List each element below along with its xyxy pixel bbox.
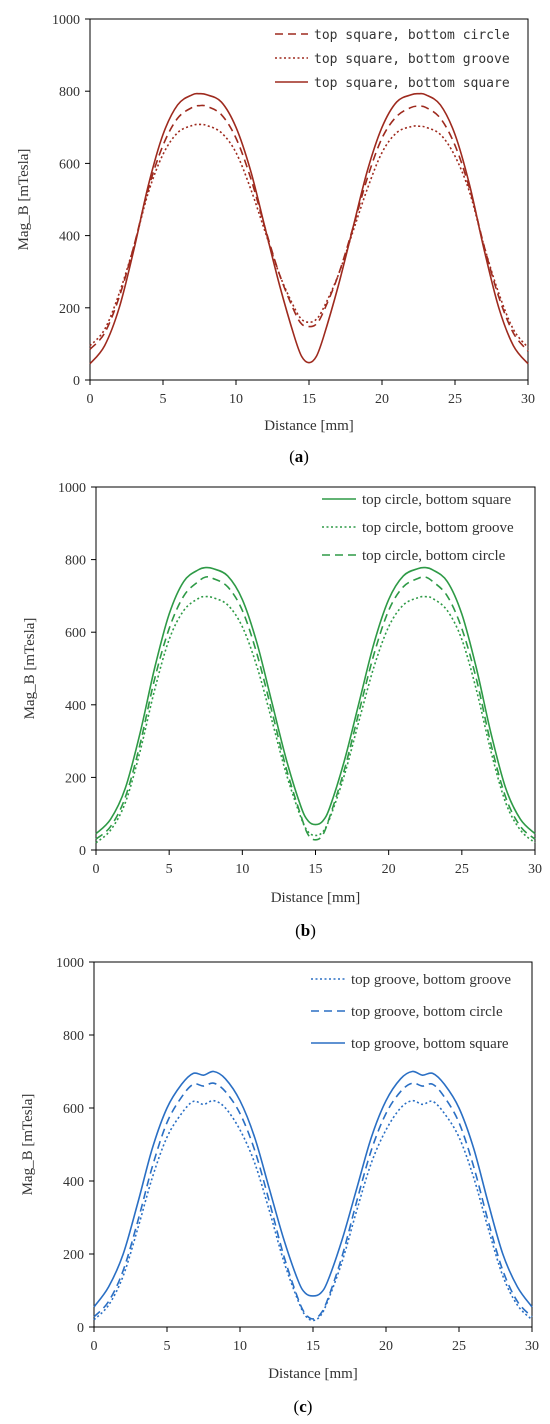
x-tick-label: 10 [235,862,249,877]
x-tick-label: 0 [91,1339,98,1354]
y-axis-label: Mag_B [mTesla] [16,149,32,251]
y-tick-label: 200 [65,771,86,786]
series-line-3 [89,92,529,365]
legend-label-2: top circle, bottom groove [362,520,514,536]
x-tick-label: 0 [93,862,100,877]
x-axis-label: Distance [mm] [268,1366,358,1382]
y-axis-label: Mag_B [mTesla] [20,1094,36,1196]
y-tick-label: 600 [59,157,80,172]
series-line-1 [95,566,536,835]
x-tick-label: 10 [233,1339,247,1354]
legend-label-1: top groove, bottom groove [351,972,511,988]
panel-caption: (c) [294,1397,313,1416]
x-tick-label: 30 [528,862,542,877]
y-tick-label: 200 [59,302,80,317]
x-tick-label: 5 [166,862,173,877]
y-tick-label: 400 [59,230,80,245]
legend-label-3: top square, bottom square [314,76,510,91]
x-tick-label: 30 [521,392,535,407]
series-line-2 [95,595,536,844]
legend: top circle, bottom square top circle, bot… [322,492,514,564]
x-tick-label: 10 [229,392,243,407]
y-tick-label: 800 [59,85,80,100]
legend-label-2: top groove, bottom circle [351,1004,503,1020]
chart-panel-b: 0 200 400 600 800 1000 0 5 10 15 20 25 30 Distance [m… [22,481,542,940]
panel-caption: (a) [289,447,309,466]
x-tick-label: 20 [379,1339,393,1354]
legend-label-3: top circle, bottom circle [362,548,506,564]
series-line-2 [93,1082,533,1320]
series-line-3 [93,1070,533,1308]
y-tick-label: 400 [63,1175,84,1190]
legend-label-1: top circle, bottom square [362,492,511,508]
x-tick-label: 25 [455,862,469,877]
y-tick-label: 1000 [52,13,80,28]
x-axis-label: Distance [mm] [271,890,361,906]
legend-label-3: top groove, bottom square [351,1036,509,1052]
y-tick-label: 0 [73,374,80,389]
x-tick-label: 5 [160,392,167,407]
y-tick-label: 800 [65,554,86,569]
legend-label-1: top square, bottom circle [314,28,510,43]
y-tick-label: 600 [63,1102,84,1117]
x-tick-label: 20 [375,392,389,407]
y-tick-label: 800 [63,1029,84,1044]
x-tick-label: 30 [525,1339,539,1354]
y-tick-label: 200 [63,1248,84,1263]
y-tick-label: 1000 [56,956,84,971]
y-tick-label: 0 [79,844,86,859]
legend: top groove, bottom groove top groove, bot… [311,972,511,1052]
y-tick-label: 400 [65,699,86,714]
x-tick-label: 25 [448,392,462,407]
x-tick-label: 15 [302,392,316,407]
series-line-1 [89,104,529,352]
y-tick-label: 1000 [58,481,86,496]
legend: top square, bottom circle top square, bot… [275,28,510,91]
x-tick-label: 20 [382,862,396,877]
series-line-1 [93,1099,533,1322]
x-tick-label: 5 [164,1339,171,1354]
chart-panel-c: 0 200 400 600 800 1000 0 5 10 15 20 25 30 Distance [m… [20,956,539,1416]
chart-panel-a: 0 200 400 600 800 1000 0 5 10 15 20 25 30 Distance [m… [16,13,535,466]
series-line-2 [89,123,529,349]
y-tick-label: 600 [65,626,86,641]
legend-label-2: top square, bottom groove [314,52,510,67]
y-tick-label: 0 [77,1321,84,1336]
x-tick-label: 25 [452,1339,466,1354]
x-tick-label: 15 [309,862,323,877]
x-axis-label: Distance [mm] [264,418,354,434]
y-axis-label: Mag_B [mTesla] [22,618,38,720]
x-tick-label: 15 [306,1339,320,1354]
x-tick-label: 0 [87,392,94,407]
series-line-3 [95,576,536,841]
panel-caption: (b) [295,921,316,940]
plot-frame [95,486,536,851]
